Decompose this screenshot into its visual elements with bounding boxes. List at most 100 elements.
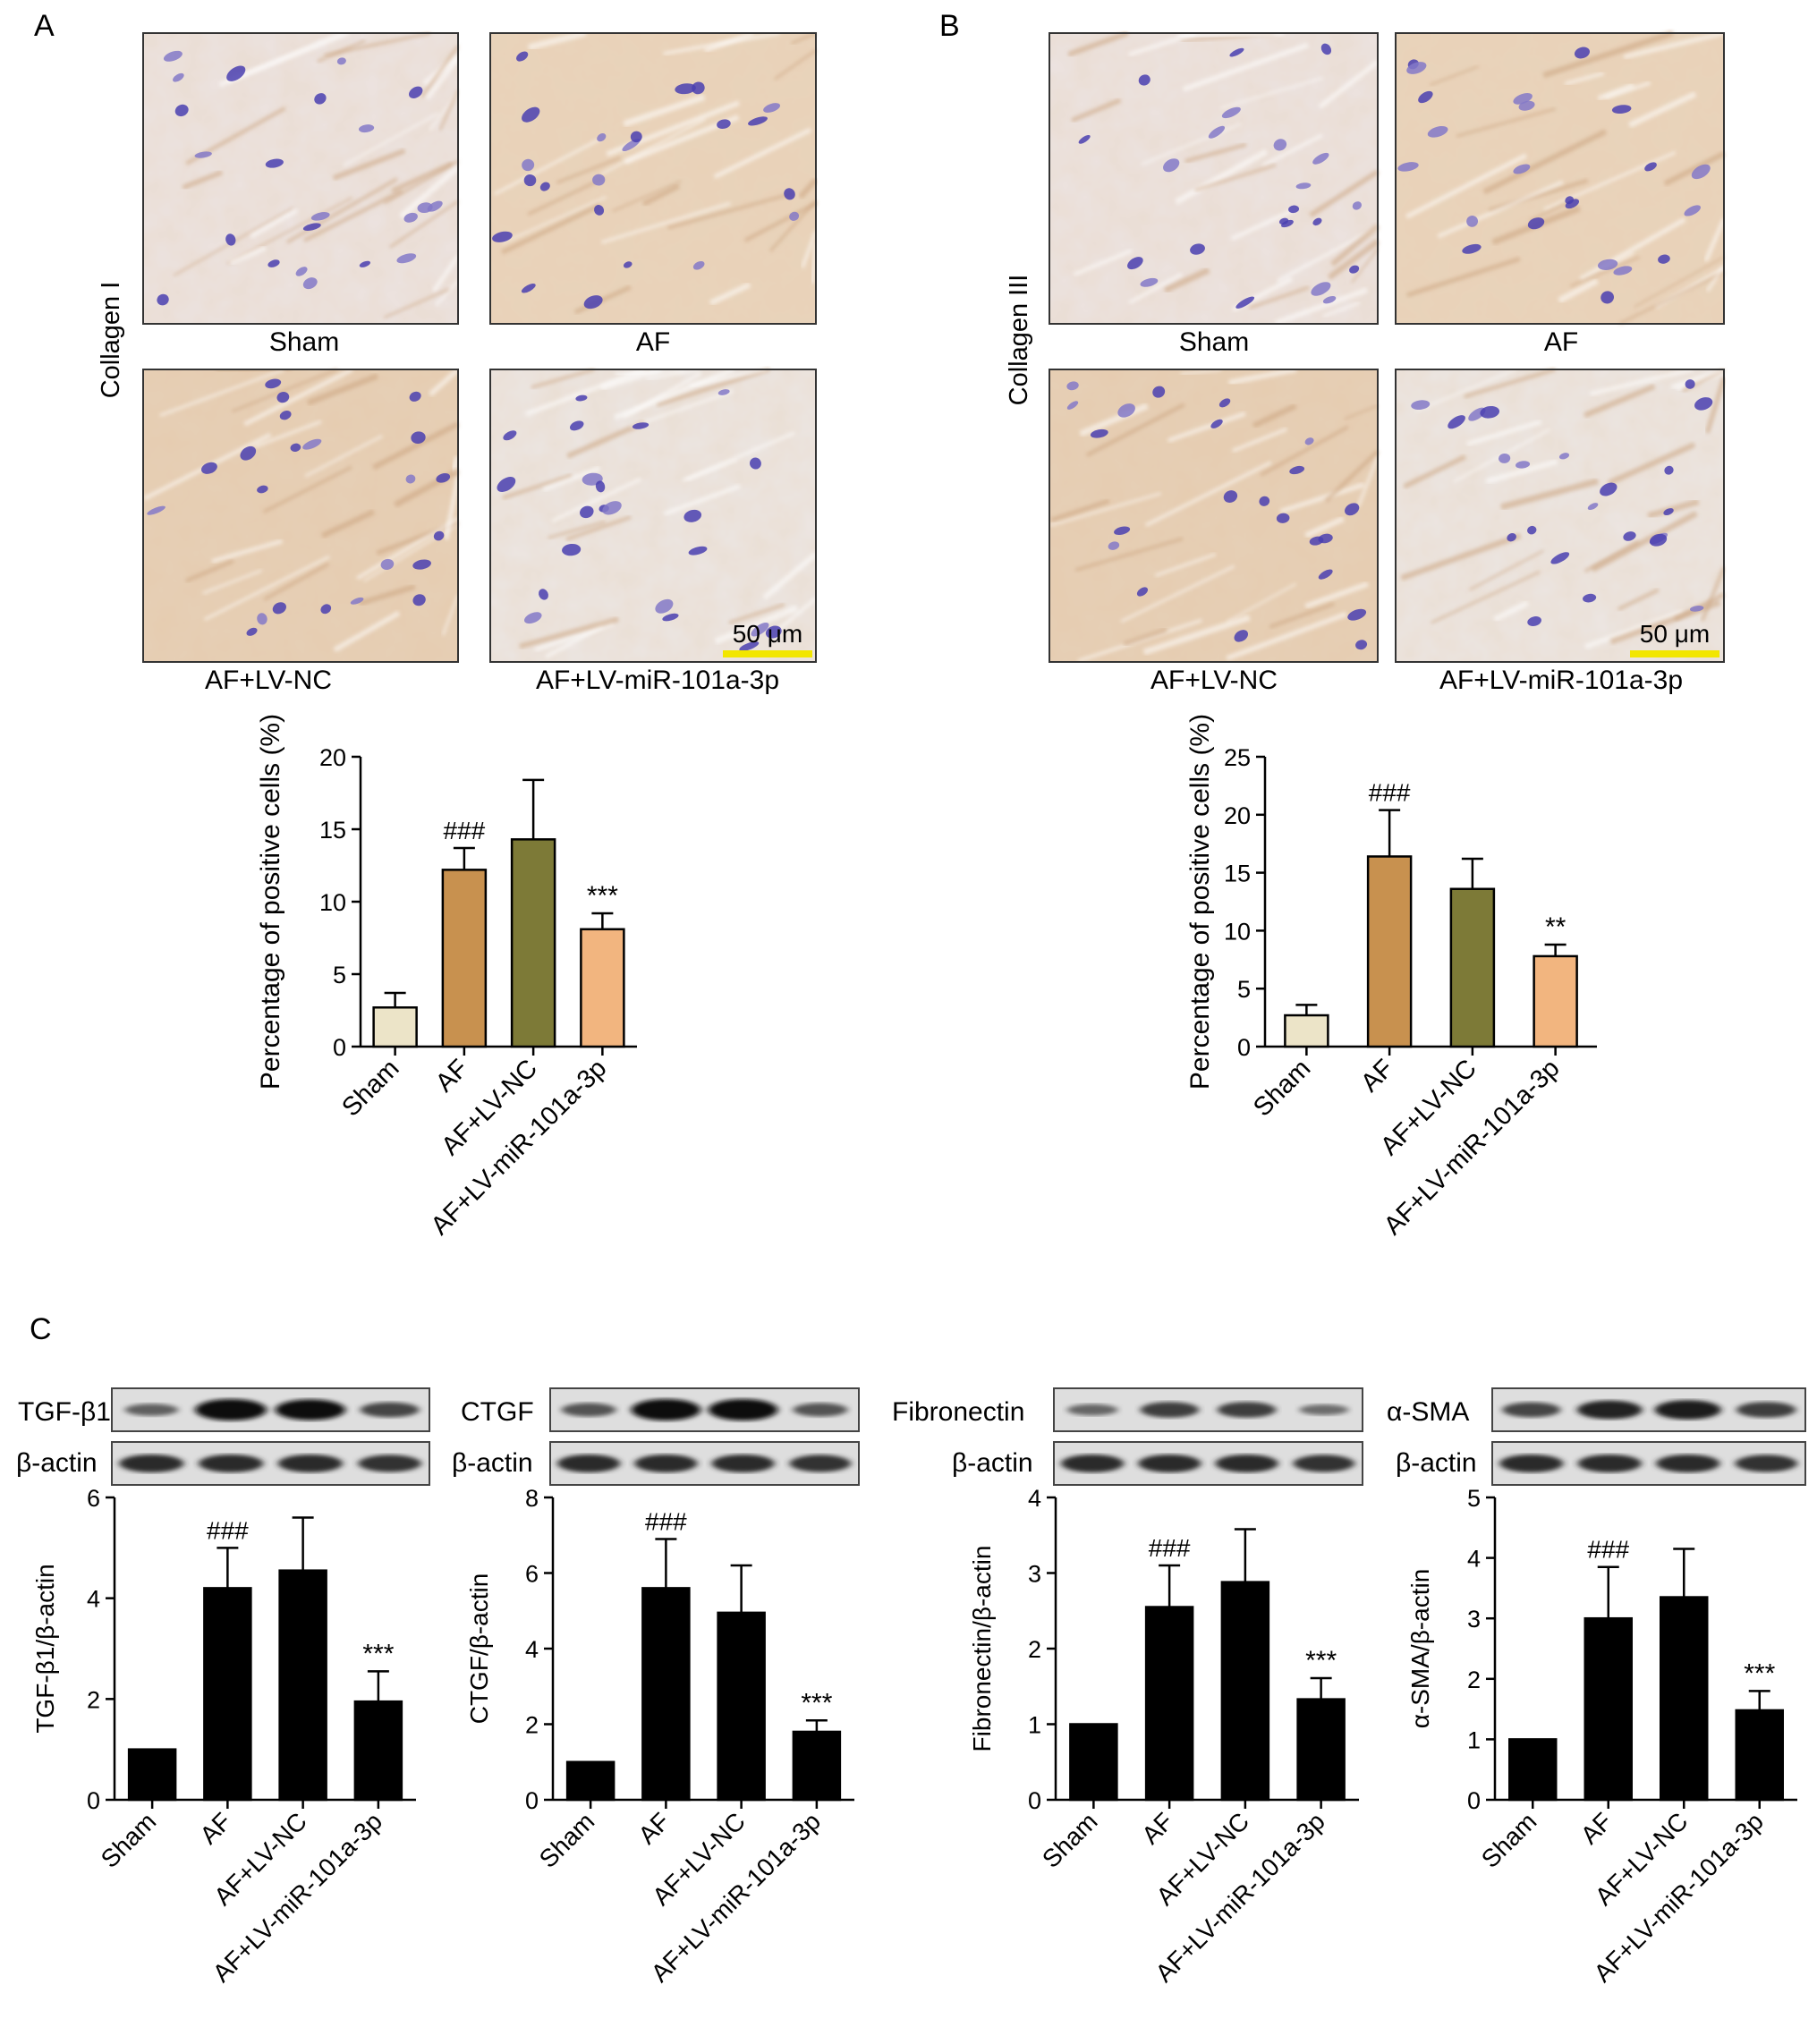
y-tick-label: 3 [1028, 1561, 1041, 1588]
y-tick-label: 4 [1028, 1485, 1041, 1512]
y-tick-label: 4 [525, 1636, 539, 1663]
bar [127, 1748, 177, 1802]
bar [1584, 1616, 1633, 1802]
micrograph [489, 366, 818, 663]
chart-B-bar: 0 5 10 15 20 25 Percentage of positive cells (… [1185, 714, 1597, 1241]
blot-band [358, 1455, 421, 1472]
significance-label: ### [645, 1507, 687, 1535]
blot-band [199, 1455, 264, 1472]
bar [641, 1587, 691, 1802]
chart-C4-bar: 012345α-SMA/β-actinSham###AFAF+LV-NC***A… [1406, 1485, 1797, 1988]
y-tick-label: 1 [1028, 1712, 1041, 1739]
y-tick-label: 2 [525, 1712, 539, 1739]
blot-label-target: TGF-β1 [18, 1397, 111, 1427]
chart-C3-bar: 01234Fibronectin/β-actinSham###AFAF+LV-N… [968, 1485, 1359, 1988]
image-label: AF [636, 327, 670, 357]
blot-band [1138, 1455, 1201, 1472]
blot-band [1217, 1402, 1277, 1418]
y-tick-label: 5 [1467, 1485, 1481, 1512]
chart-A-bar: 0 5 10 15 20 Percentage of positive cells (%)… [256, 714, 637, 1241]
scale-bar-label: 50 μm [1640, 620, 1710, 648]
x-tick-label: AF [430, 1054, 474, 1098]
blot-strip-target [1491, 1387, 1806, 1432]
y-tick-label: 0 [333, 1034, 346, 1061]
y-tick-label: 4 [1467, 1546, 1481, 1573]
blot-band [789, 1455, 852, 1472]
significance-label: ### [1149, 1534, 1191, 1562]
y-tick-label: 6 [525, 1561, 539, 1588]
blot-band [1654, 1400, 1721, 1420]
significance-label: *** [1744, 1658, 1775, 1688]
chart-C2-bar: 02468CTGF/β-actinSham###AFAF+LV-NC***AF+… [465, 1485, 854, 1988]
y-tick-label: 6 [87, 1485, 100, 1512]
significance-label: ** [1545, 912, 1567, 942]
x-tick-label: Sham [534, 1807, 600, 1873]
image-label: Sham [1179, 327, 1249, 357]
bar [1735, 1709, 1784, 1802]
y-tick-label: 5 [333, 962, 346, 988]
y-tick-label: 20 [1224, 802, 1251, 829]
bar [510, 838, 556, 1048]
scale-bar [1630, 650, 1719, 657]
y-axis-label: α-SMA/β-actin [1406, 1569, 1434, 1729]
blot-band [1066, 1404, 1118, 1416]
significance-label: *** [587, 881, 618, 911]
image-label: AF [1544, 327, 1578, 357]
bar [1220, 1581, 1270, 1802]
blot-label-target: α-SMA [1387, 1397, 1469, 1427]
y-tick-label: 0 [1028, 1787, 1041, 1814]
bar [1284, 1014, 1329, 1048]
x-tick-label: Sham [336, 1054, 404, 1122]
stain-label-collagen-iii: Collagen III [1005, 275, 1033, 406]
blot-band [557, 1455, 621, 1472]
significance-label: ### [444, 817, 486, 844]
y-tick-label: 5 [1237, 976, 1251, 1003]
blot-label-loading: β-actin [952, 1448, 1033, 1478]
scale-bar-label: 50 μm [733, 620, 802, 648]
panel-letter-c: C [30, 1312, 52, 1346]
x-tick-label: AF [633, 1807, 675, 1849]
blot-band [1736, 1402, 1796, 1418]
blot-strip-target [549, 1387, 860, 1432]
y-tick-label: 0 [1237, 1034, 1251, 1061]
blot-band [1499, 1455, 1564, 1472]
bar [792, 1730, 842, 1802]
bar [1508, 1738, 1558, 1802]
y-tick-label: 0 [87, 1787, 100, 1814]
image-label: Sham [269, 327, 339, 357]
blot-band [275, 1399, 346, 1421]
y-tick-label: 15 [1224, 861, 1251, 887]
y-tick-label: 2 [1467, 1667, 1481, 1693]
blot-band [1140, 1402, 1200, 1418]
significance-label: ### [1587, 1536, 1629, 1564]
y-tick-label: 8 [525, 1485, 539, 1512]
significance-label: *** [362, 1639, 394, 1668]
blot-label-target: CTGF [461, 1397, 534, 1427]
y-axis-label: TGF-β1/β-actin [31, 1564, 59, 1733]
y-axis-label: Fibronectin/β-actin [968, 1546, 996, 1752]
bar [1449, 887, 1496, 1048]
blot-band [124, 1404, 179, 1416]
bar [717, 1611, 766, 1802]
bar [1533, 954, 1578, 1048]
x-tick-label: Sham [1037, 1807, 1103, 1873]
y-tick-label: 1 [1467, 1726, 1481, 1753]
bar [1069, 1723, 1118, 1802]
x-tick-label: AF [1575, 1807, 1617, 1849]
blot-band [634, 1455, 698, 1472]
blot-band [1656, 1455, 1720, 1472]
image-label: AF+LV-miR-101a-3p [1439, 666, 1683, 695]
y-tick-label: 20 [319, 744, 346, 771]
blot-band [793, 1403, 848, 1417]
panel-letter-b: B [939, 9, 960, 43]
micrograph-grid-a [142, 30, 819, 663]
blot-band [195, 1399, 267, 1421]
significance-label: *** [1305, 1646, 1337, 1675]
significance-label: ### [207, 1516, 249, 1544]
blot-strip-target [1053, 1387, 1363, 1432]
y-tick-label: 3 [1467, 1606, 1481, 1633]
micrograph [142, 367, 462, 663]
stain-label-collagen-i: Collagen I [97, 282, 125, 399]
blot-band [711, 1455, 775, 1472]
